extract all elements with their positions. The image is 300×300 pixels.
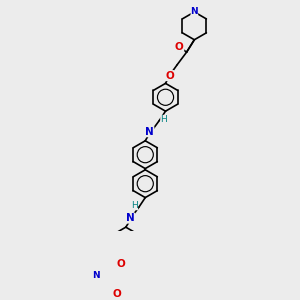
Text: N: N bbox=[145, 127, 154, 137]
Text: N: N bbox=[126, 213, 135, 223]
Text: O: O bbox=[175, 42, 184, 52]
Text: O: O bbox=[117, 259, 125, 269]
Text: O: O bbox=[165, 70, 174, 81]
Text: O: O bbox=[112, 289, 121, 299]
Text: N: N bbox=[92, 271, 100, 280]
Text: N: N bbox=[190, 8, 198, 16]
Text: H: H bbox=[131, 201, 138, 210]
Text: H: H bbox=[160, 115, 167, 124]
